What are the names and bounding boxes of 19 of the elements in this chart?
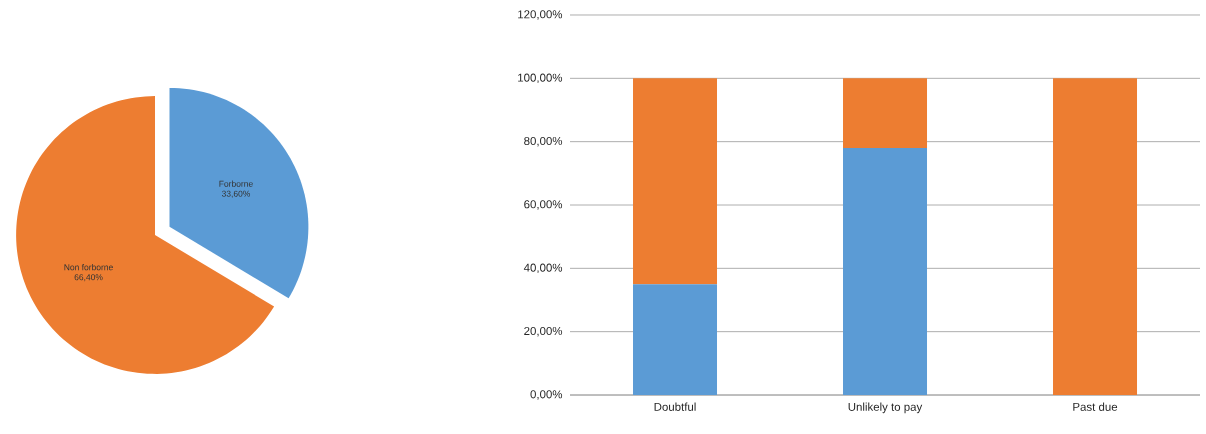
y-tick-label: 40,00%	[523, 263, 563, 274]
y-tick-label: 0,00%	[530, 390, 563, 400]
slice-label: Non forborne	[64, 264, 113, 271]
y-tick-label: 80,00%	[524, 136, 563, 147]
bar	[633, 284, 718, 395]
data-label: 33,60%	[221, 190, 251, 198]
x-tick-label: Unlikely to pay	[848, 402, 923, 414]
bar	[843, 148, 928, 395]
slice-label: Forborne	[219, 180, 253, 187]
x-tick-label: Past due	[1073, 402, 1118, 411]
y-tick-label: 120,00%	[518, 10, 563, 20]
y-tick-label: 60,00%	[524, 200, 563, 210]
bar	[633, 78, 718, 285]
x-tick-label: Doubtful	[654, 402, 696, 411]
bar	[1053, 78, 1138, 395]
bar	[843, 78, 928, 148]
y-tick-label: 100,00%	[518, 73, 563, 84]
data-label: 66,40%	[74, 274, 103, 282]
y-tick-label: 20,00%	[524, 326, 563, 337]
